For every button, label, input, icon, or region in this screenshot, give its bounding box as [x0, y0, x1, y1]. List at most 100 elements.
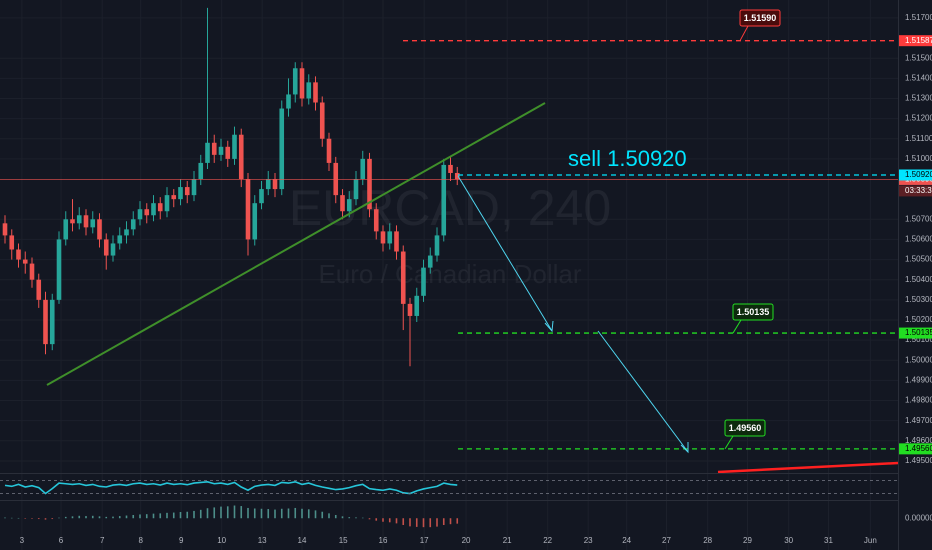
histogram-bar — [125, 515, 128, 519]
histogram-bar — [64, 516, 67, 519]
histogram-bar — [355, 517, 357, 519]
tag-pointer — [732, 319, 742, 334]
histogram-bar — [199, 509, 202, 519]
histogram-bar — [415, 518, 418, 527]
candle-body — [340, 195, 345, 212]
level-price-label: 1.50135 — [905, 328, 932, 337]
candle-body — [117, 235, 123, 244]
histogram-bar — [314, 510, 317, 519]
histogram-bar — [449, 518, 452, 525]
candle-body — [265, 179, 271, 190]
histogram-bar — [274, 509, 276, 519]
x-tick-label: 22 — [543, 536, 552, 545]
candle-body — [83, 215, 89, 228]
y-tick-label: 1.51700 — [905, 13, 932, 22]
level-tag: sell 1.50920 — [568, 146, 687, 171]
x-tick-label: 15 — [339, 536, 348, 545]
x-tick-label: 6 — [59, 536, 64, 545]
y-tick-label: 1.50100 — [905, 335, 932, 344]
candle-body — [90, 219, 96, 228]
y-tick-label: 1.50700 — [905, 214, 932, 223]
x-tick-label: 24 — [622, 536, 631, 545]
candle-body — [22, 259, 28, 264]
x-tick-label: 17 — [420, 536, 429, 545]
candle-body — [421, 267, 426, 296]
histogram-bar — [166, 512, 168, 519]
x-tick-label: 8 — [138, 536, 143, 545]
arrow-head — [544, 320, 554, 333]
histogram-bar — [240, 506, 243, 519]
candle-body — [259, 189, 264, 204]
histogram-bar — [78, 515, 81, 519]
histogram-bar — [388, 518, 391, 523]
histogram-bar — [31, 518, 33, 519]
histogram-bar — [172, 512, 175, 519]
candle-body — [427, 255, 433, 268]
histogram-bar — [233, 505, 236, 519]
histogram-bar — [139, 514, 141, 519]
candle-body — [319, 102, 325, 139]
level-price-label: 1.49560 — [905, 444, 932, 453]
histogram-bar — [247, 507, 249, 519]
countdown-label: 03:33:37 — [905, 186, 932, 195]
histogram-bar — [361, 517, 364, 519]
candle-body — [286, 94, 291, 109]
candle-body — [441, 164, 447, 236]
candle-body — [97, 219, 102, 240]
price-label-box — [899, 169, 932, 181]
candle-body — [56, 239, 62, 300]
price-label-box — [899, 35, 932, 47]
histogram-bar — [328, 513, 330, 519]
histogram-bar — [260, 508, 263, 519]
candle-body — [387, 231, 393, 244]
histogram-bar — [253, 508, 256, 519]
candle-body — [36, 279, 42, 300]
candle-body — [198, 162, 204, 180]
x-tick-label: 21 — [503, 536, 512, 545]
histogram-bar — [402, 518, 405, 525]
candle-body — [137, 209, 143, 220]
histogram-bar — [226, 506, 229, 519]
x-tick-label: 9 — [179, 536, 184, 545]
histogram-bar — [51, 518, 54, 520]
candle-body — [164, 195, 170, 212]
y-tick-label: 1.50600 — [905, 235, 932, 244]
y-tick-label: 1.50200 — [905, 315, 932, 324]
candle-body — [130, 219, 136, 230]
candle-body — [367, 158, 372, 210]
arrow — [457, 175, 553, 332]
candle-body — [43, 299, 48, 345]
histogram-bar — [112, 516, 114, 519]
candle-body — [49, 299, 55, 345]
candle-body — [29, 263, 35, 280]
y-tick-label: 1.49500 — [905, 456, 932, 465]
candle-body — [225, 146, 231, 159]
x-tick-label: 14 — [298, 536, 307, 545]
trend-line — [717, 461, 899, 474]
y-tick-label: 1.49900 — [905, 375, 932, 384]
histogram-bar — [348, 517, 351, 519]
y-tick-label: 1.51500 — [905, 53, 932, 62]
histogram-bar — [17, 517, 20, 519]
candle-body — [103, 239, 109, 256]
x-tick-label: 16 — [379, 536, 388, 545]
y-tick-label: 1.51200 — [905, 114, 932, 123]
histogram-bar — [206, 508, 209, 519]
level-price-label: 1.51587 — [905, 36, 932, 45]
candle-body — [313, 82, 318, 103]
candle-body — [407, 303, 413, 316]
histogram-bar — [159, 513, 162, 519]
candle-body — [326, 138, 332, 163]
histogram-bar — [456, 518, 459, 524]
histogram-bar — [213, 507, 216, 519]
candle-body — [124, 229, 129, 236]
histogram-bar — [382, 518, 384, 522]
histogram-bar — [409, 518, 411, 527]
histogram-bar — [118, 516, 121, 519]
histogram-bar — [85, 516, 87, 519]
x-tick-label: 10 — [217, 536, 226, 545]
histogram-bar — [24, 518, 27, 519]
x-tick-label: 28 — [703, 536, 712, 545]
histogram-bar — [334, 514, 337, 519]
y-tick-label: 1.49600 — [905, 436, 932, 445]
